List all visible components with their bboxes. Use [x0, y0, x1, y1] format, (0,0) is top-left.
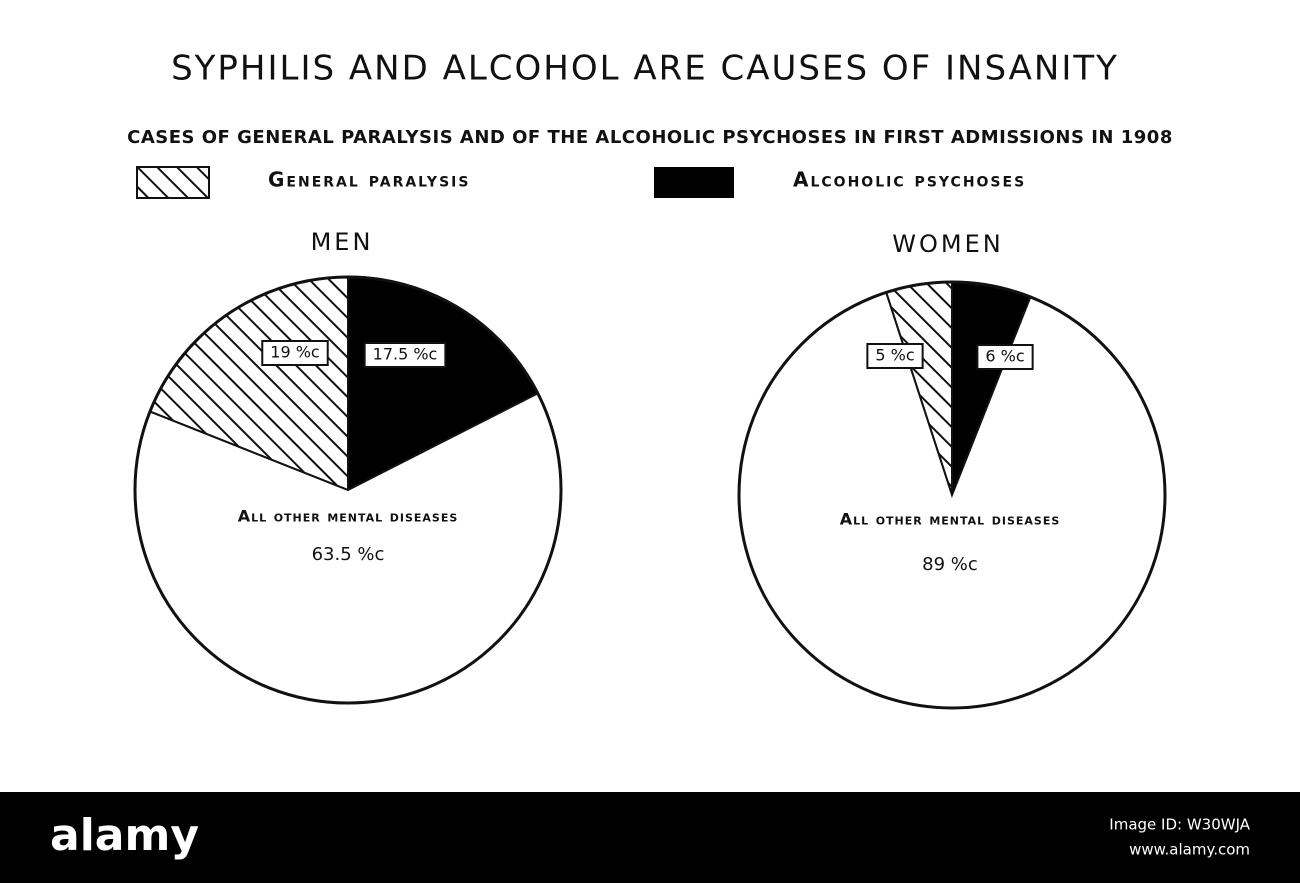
- chart-subtitle: CASES OF GENERAL PARALYSIS AND OF THE AL…: [127, 127, 1173, 148]
- value-label: 17.5 %c: [373, 345, 438, 364]
- legend-swatch: [654, 167, 734, 198]
- value-label-box: [976, 344, 1034, 370]
- value-label: 63.5 %c: [312, 544, 385, 565]
- value-label-box: [866, 343, 924, 369]
- value-label: 89 %c: [922, 554, 978, 575]
- value-label: 6 %c: [985, 347, 1024, 366]
- chart-title: SYPHILIS AND ALCOHOL ARE CAUSES OF INSAN…: [171, 49, 1119, 89]
- pie-outline: [737, 280, 1167, 710]
- slice-label: All other mental diseases: [840, 510, 1061, 529]
- watermark-logo: alamy: [50, 810, 199, 861]
- watermark-url: www.alamy.com: [1129, 841, 1250, 859]
- pie-title: MEN: [311, 228, 374, 256]
- slice-label: All other mental diseases: [238, 507, 459, 526]
- pie-outline: [133, 275, 563, 705]
- pie-title: WOMEN: [892, 230, 1003, 258]
- value-label-box: [261, 340, 329, 366]
- legend-swatch: [136, 166, 210, 199]
- watermark-bar: [0, 792, 1300, 883]
- value-label-box: [363, 342, 447, 368]
- value-label: 19 %c: [270, 343, 319, 362]
- value-label: 5 %c: [875, 346, 914, 365]
- legend-label: General paralysis: [268, 168, 470, 192]
- legend-label: Alcoholic psychoses: [793, 168, 1026, 192]
- watermark-id: Image ID: W30WJA: [1109, 816, 1250, 834]
